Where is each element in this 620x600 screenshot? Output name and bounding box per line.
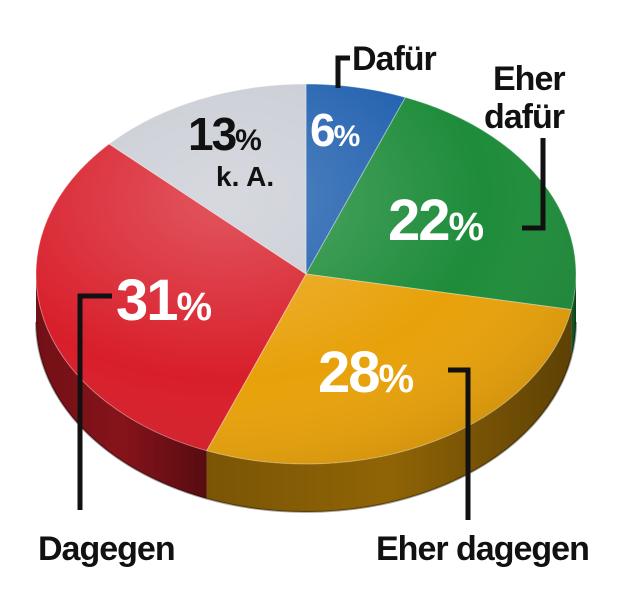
label-eher-dafuer-line1: Eher <box>493 60 565 98</box>
label-dafuer: Dafür <box>352 40 437 78</box>
label-ka: k. A. <box>216 161 274 192</box>
value-eher-dagegen: 28% <box>318 340 414 405</box>
leader-line-dafuer <box>335 55 350 88</box>
value-dafuer: 6% <box>310 104 360 156</box>
leader-line-eher-dafuer <box>522 138 546 231</box>
label-eher-dafuer-line2: dafür <box>484 98 565 136</box>
label-eher-dagegen: Eher dagegen <box>376 530 589 568</box>
value-dagegen: 31% <box>116 268 212 333</box>
value-eher-dafuer: 22% <box>388 188 484 253</box>
label-dagegen: Dagegen <box>38 530 175 568</box>
leader-line-dagegen <box>77 293 112 510</box>
leader-line-eher-dagegen <box>448 367 471 520</box>
value-ka: 13% <box>188 108 262 160</box>
